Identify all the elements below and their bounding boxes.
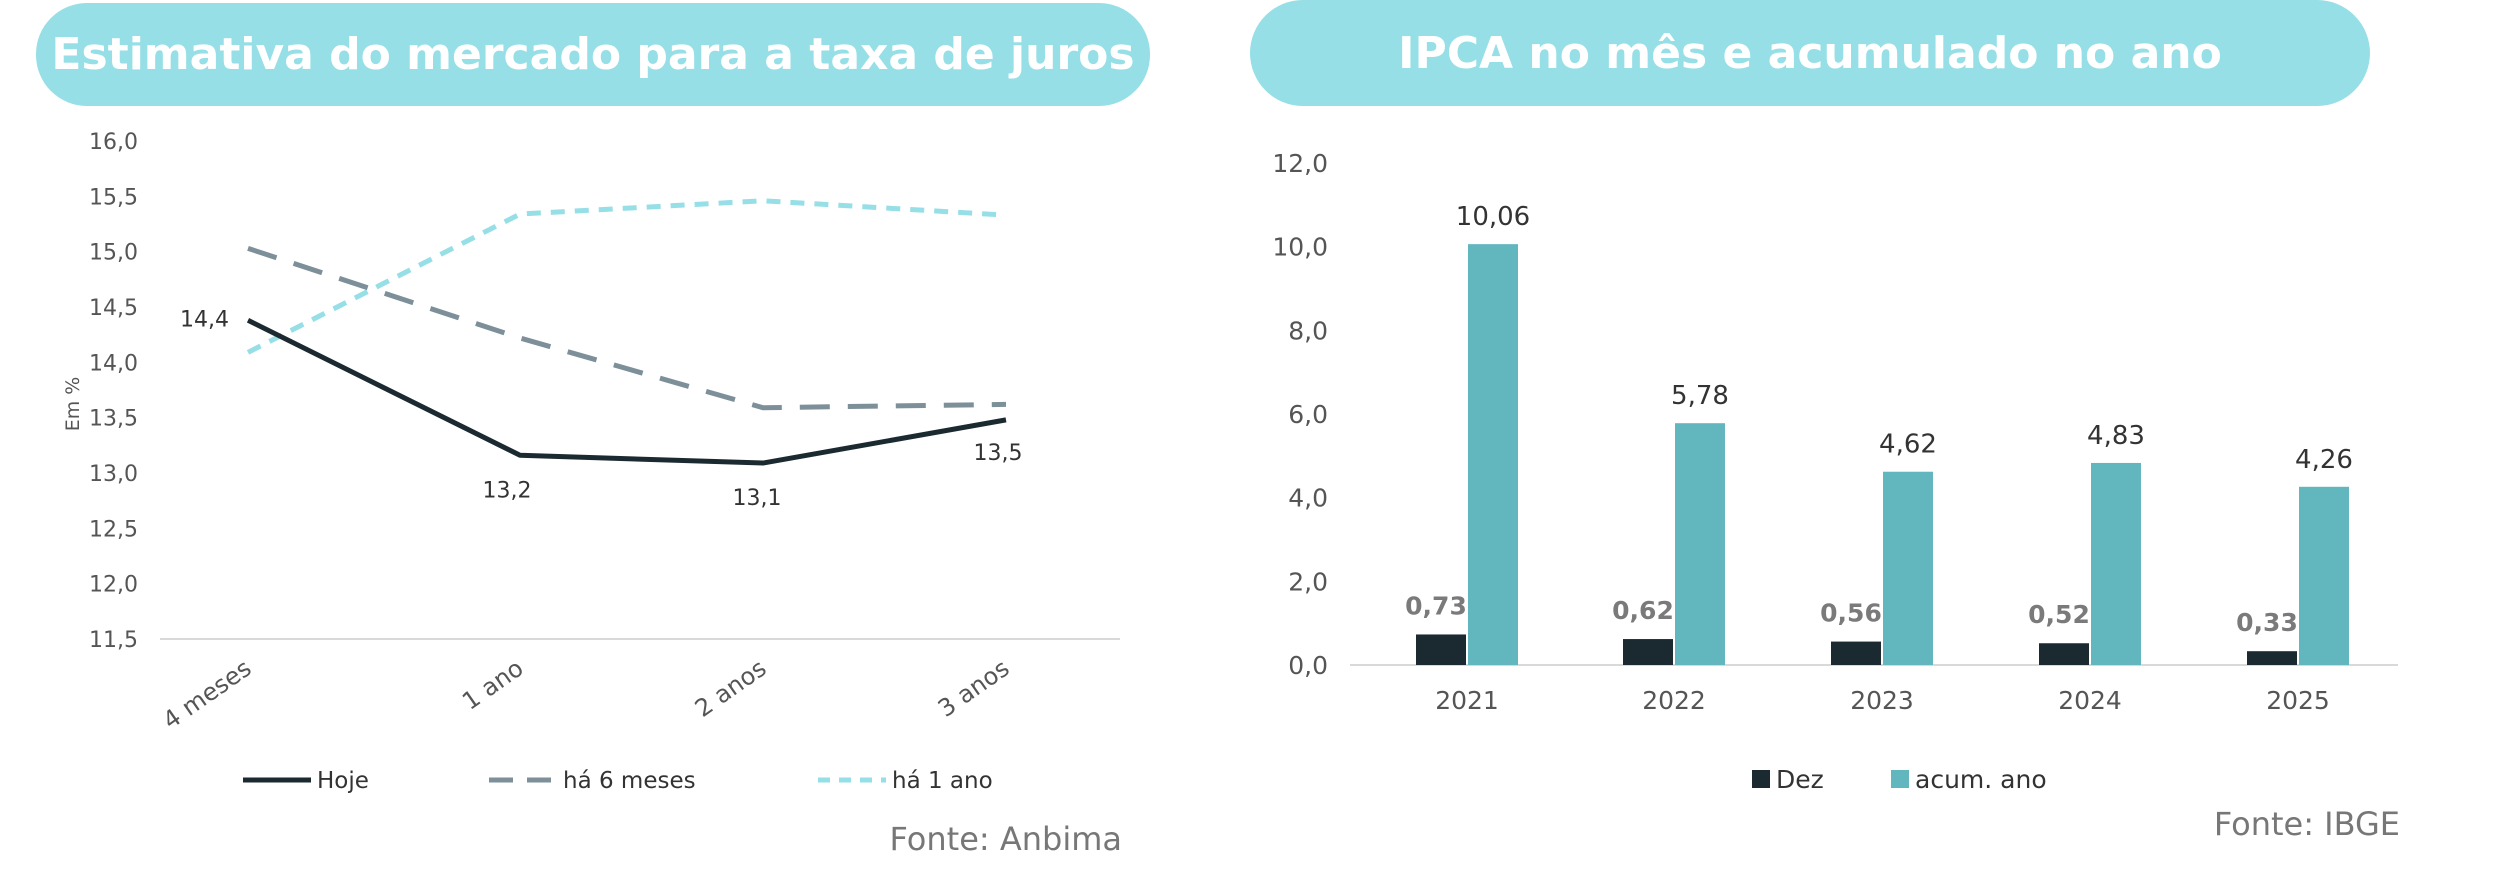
x-tick-label: 2021	[1435, 686, 1499, 715]
bar-chart-title: IPCA no mês e acumulado no ano	[1398, 28, 2222, 79]
bar-acum-ano	[2299, 486, 2349, 665]
bar-chart-y-ticks: 0,0 2,0 4,0 6,0 8,0 10,0 12,0	[1272, 149, 1328, 680]
bar-chart-source: Fonte: IBGE	[2214, 805, 2400, 843]
legend-swatch	[1752, 770, 1770, 788]
line-chart-title: Estimativa do mercado para a taxa de jur…	[51, 29, 1134, 80]
line-chart-x-ticks: 4 meses 1 ano 2 anos 3 anos	[158, 654, 1015, 735]
data-label: 13,2	[483, 478, 532, 503]
x-tick-label: 1 ano	[457, 654, 528, 716]
line-chart-y-ticks: 11,5 12,0 12,5 13,0 13,5 14,0 14,5 15,0 15,5 16,0	[89, 130, 138, 653]
bar-acum-ano	[1883, 471, 1933, 665]
x-tick-label: 2 anos	[690, 654, 772, 723]
y-tick-label: 8,0	[1288, 316, 1328, 345]
series-line-hoje	[246, 318, 1007, 466]
data-label-dez: 0,73	[1405, 591, 1467, 620]
series-line-há-6-meses	[247, 245, 1007, 411]
data-label: 13,5	[974, 441, 1023, 466]
bar-dez	[1831, 641, 1881, 665]
x-tick-label: 2024	[2058, 686, 2122, 715]
data-label-acum-ano: 4,83	[2087, 421, 2145, 451]
bar-dez	[2039, 643, 2089, 665]
bar-chart-x-ticks: 2021 2022 2023 2024 2025	[1435, 686, 2330, 715]
bar-acum-ano	[1468, 244, 1518, 665]
line-chart-source: Fonte: Anbima	[890, 820, 1122, 858]
data-label: 13,1	[733, 486, 782, 511]
legend-label: há 1 ano	[892, 768, 993, 794]
x-tick-label: 2023	[1850, 686, 1914, 715]
y-tick-label: 4,0	[1288, 484, 1328, 513]
bar-chart-title-banner	[1250, 0, 2370, 106]
line-chart-data-labels: 14,4 13,2 13,1 13,5	[180, 307, 1022, 511]
y-tick-label: 13,0	[89, 462, 138, 487]
bar-dez	[1416, 634, 1466, 665]
data-label-dez: 0,56	[1820, 599, 1882, 628]
y-tick-label: 12,0	[89, 573, 138, 598]
bar-chart-data-labels: 0,73 10,06 0,62 5,78 0,56 4,62 0,52 4,83 0,33 4,2…	[1405, 202, 2353, 637]
x-tick-label: 2022	[1642, 686, 1706, 715]
legend-label: Dez	[1776, 765, 1824, 794]
x-tick-label: 3 anos	[933, 654, 1015, 723]
legend-swatch	[1891, 770, 1909, 788]
bar-chart-bars	[1416, 244, 2349, 665]
series-line-há-1-ano	[246, 198, 1007, 355]
bar-chart-panel: IPCA no mês e acumulado no ano 0,0 2,0 4,0…	[1250, 0, 2400, 843]
y-tick-label: 12,5	[89, 517, 138, 542]
data-label: 14,4	[180, 307, 229, 332]
bar-dez	[1623, 639, 1673, 665]
bar-dez	[2247, 651, 2297, 665]
line-chart-title-banner	[36, 3, 1150, 106]
line-chart-panel: Estimativa do mercado para a taxa de jur…	[36, 3, 1150, 858]
y-tick-label: 2,0	[1288, 567, 1328, 596]
data-label-acum-ano: 5,78	[1671, 381, 1729, 411]
y-tick-label: 14,5	[89, 296, 138, 321]
data-label-dez: 0,62	[1612, 596, 1674, 625]
y-tick-label: 11,5	[89, 628, 138, 653]
y-tick-label: 0,0	[1288, 651, 1328, 680]
y-tick-label: 10,0	[1272, 233, 1328, 262]
line-chart-ylabel: Em %	[62, 377, 84, 432]
y-tick-label: 14,0	[89, 351, 138, 376]
y-tick-label: 13,5	[89, 407, 138, 432]
legend-label: acum. ano	[1915, 765, 2047, 794]
bar-chart-legend: Dez acum. ano	[1752, 765, 2047, 794]
y-tick-label: 15,0	[89, 241, 138, 266]
bar-acum-ano	[2091, 462, 2141, 665]
y-tick-label: 6,0	[1288, 400, 1328, 429]
x-tick-label: 2025	[2266, 686, 2330, 715]
data-label-dez: 0,52	[2028, 600, 2090, 629]
line-chart-series	[246, 198, 1007, 466]
x-tick-label: 4 meses	[158, 654, 257, 735]
bar-acum-ano	[1675, 423, 1725, 665]
data-label-acum-ano: 4,26	[2295, 445, 2353, 475]
y-tick-label: 12,0	[1272, 149, 1328, 178]
legend-label: Hoje	[317, 768, 369, 794]
legend-label: há 6 meses	[563, 768, 696, 794]
data-label-acum-ano: 10,06	[1456, 202, 1530, 232]
line-chart-legend: Hoje há 6 meses há 1 ano	[243, 768, 993, 794]
data-label-acum-ano: 4,62	[1879, 430, 1937, 460]
y-tick-label: 15,5	[89, 185, 138, 210]
y-tick-label: 16,0	[89, 130, 138, 155]
data-label-dez: 0,33	[2236, 608, 2298, 637]
